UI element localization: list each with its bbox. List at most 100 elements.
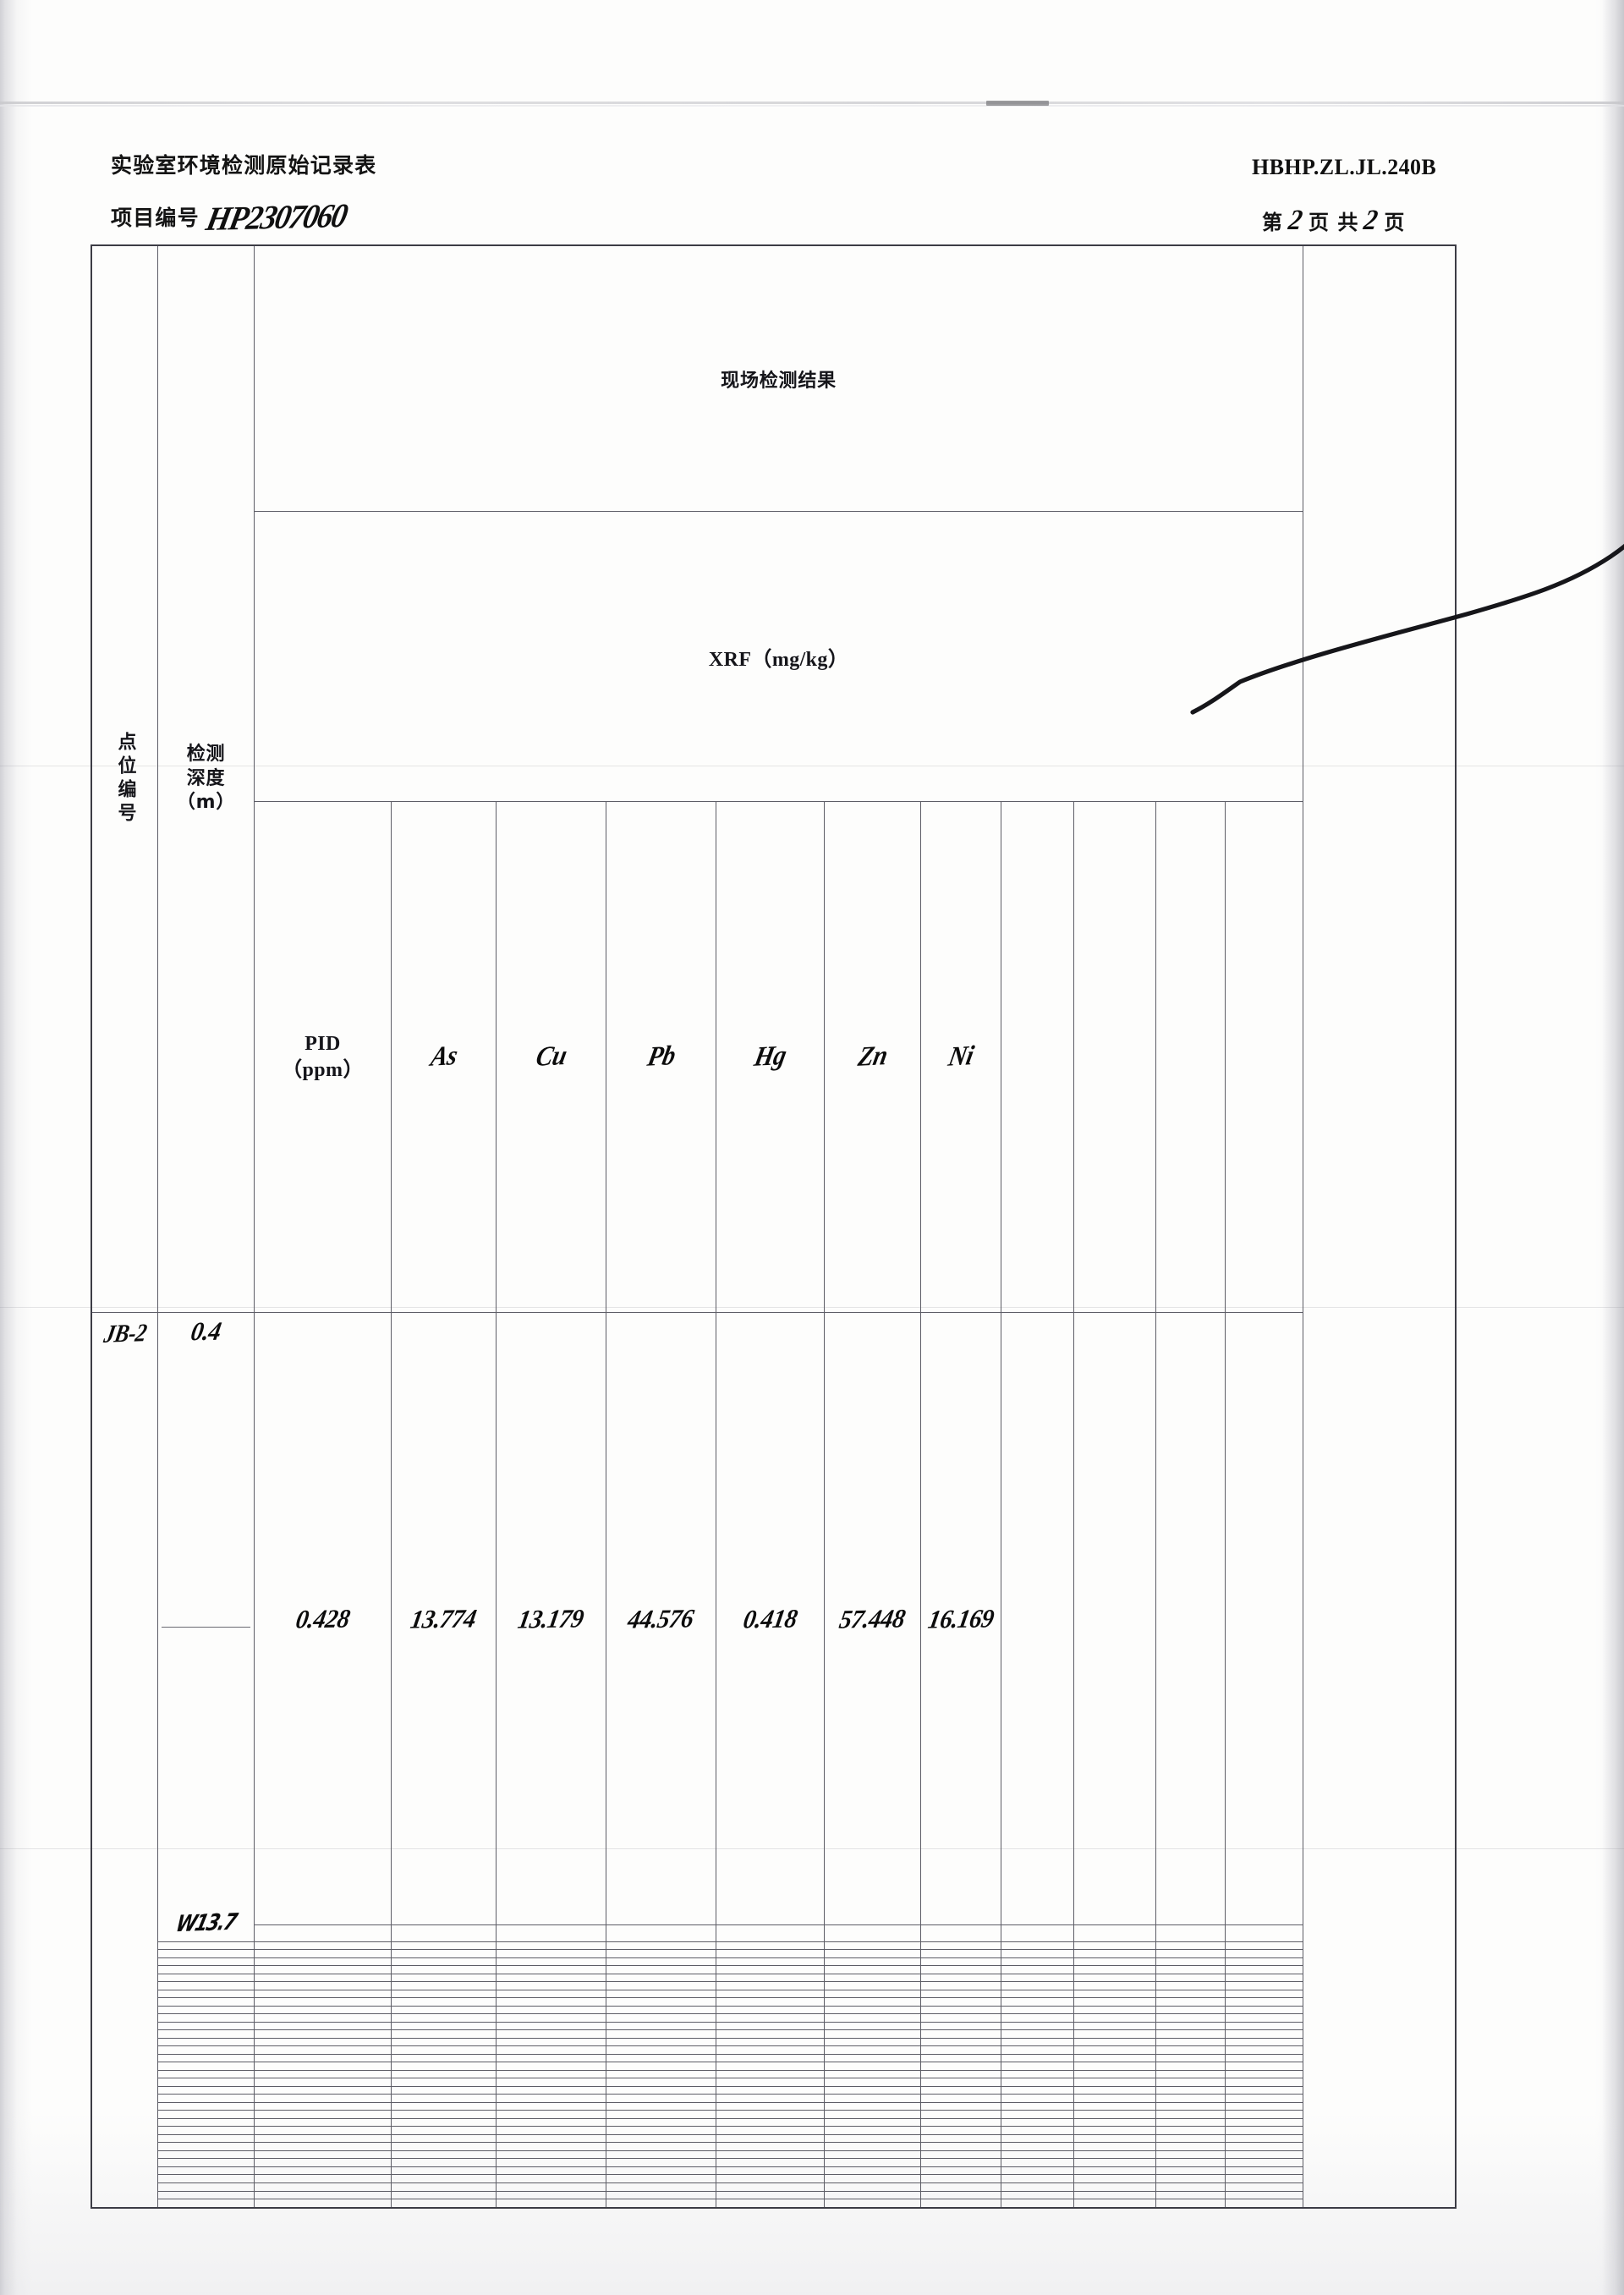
- cell-empty[interactable]: [391, 2150, 497, 2160]
- cell-empty[interactable]: [254, 1973, 392, 1983]
- cell-empty[interactable]: [716, 2094, 825, 2103]
- cell-empty[interactable]: [496, 1957, 606, 1967]
- cell-empty[interactable]: [1155, 2199, 1226, 2208]
- cell-empty[interactable]: [496, 2190, 606, 2199]
- cell-empty[interactable]: [716, 1941, 825, 1951]
- cell-empty[interactable]: [157, 2062, 255, 2071]
- cell-empty[interactable]: [920, 1981, 1001, 1990]
- cell-empty[interactable]: [1001, 2142, 1074, 2151]
- cell-empty[interactable]: [1155, 2094, 1226, 2103]
- cell-empty[interactable]: [716, 2045, 825, 2055]
- cell-pb[interactable]: 44.576: [606, 1312, 716, 1925]
- cell-empty[interactable]: [920, 2158, 1001, 2167]
- cell-empty[interactable]: [1073, 2094, 1156, 2103]
- cell-empty[interactable]: [920, 1973, 1001, 1983]
- cell-empty[interactable]: [157, 2053, 255, 2063]
- cell-empty[interactable]: [1224, 2166, 1304, 2176]
- cell-empty[interactable]: [1073, 2182, 1156, 2192]
- cell-empty[interactable]: [824, 2013, 921, 2023]
- cell-empty[interactable]: [391, 1941, 497, 1951]
- cell-empty[interactable]: [1001, 1965, 1074, 1974]
- cell-empty[interactable]: [157, 1965, 255, 1974]
- cell-empty[interactable]: [606, 2029, 716, 2039]
- cell-empty[interactable]: [920, 2037, 1001, 2047]
- cell-empty[interactable]: [254, 2062, 392, 2071]
- cell-empty[interactable]: [157, 2174, 255, 2183]
- cell-empty[interactable]: [1001, 1957, 1074, 1967]
- cell-empty[interactable]: [824, 1941, 921, 1951]
- cell-empty[interactable]: [391, 2062, 497, 2071]
- cell-empty[interactable]: [254, 2117, 392, 2128]
- cell-empty[interactable]: [920, 1965, 1001, 1974]
- cell-empty[interactable]: [606, 1957, 716, 1967]
- cell-empty[interactable]: [1155, 2013, 1226, 2023]
- cell-empty[interactable]: [606, 1949, 716, 1958]
- cell-empty[interactable]: [157, 2029, 255, 2039]
- cell-empty[interactable]: [824, 2199, 921, 2208]
- cell-empty[interactable]: [496, 2199, 606, 2208]
- cell-empty[interactable]: [157, 2182, 255, 2192]
- cell-empty[interactable]: [391, 2190, 497, 2199]
- cell-empty[interactable]: [606, 2126, 716, 2135]
- cell-empty[interactable]: [920, 2029, 1001, 2039]
- cell-empty[interactable]: [824, 2142, 921, 2151]
- cell-empty[interactable]: [157, 2045, 255, 2055]
- cell-empty[interactable]: [920, 2110, 1001, 2119]
- cell-empty[interactable]: [920, 2126, 1001, 2135]
- cell-empty[interactable]: [920, 2117, 1001, 2128]
- cell-zn[interactable]: 57.448: [824, 1312, 921, 1925]
- cell-empty[interactable]: [1224, 1957, 1304, 1967]
- cell-empty[interactable]: [1224, 2174, 1304, 2183]
- cell-empty[interactable]: [1224, 1997, 1304, 2007]
- cell-empty[interactable]: [496, 1949, 606, 1958]
- cell-empty[interactable]: [391, 2013, 497, 2023]
- cell-empty[interactable]: [157, 2110, 255, 2119]
- cell-empty[interactable]: [716, 2174, 825, 2183]
- cell-empty[interactable]: [254, 2133, 392, 2144]
- cell-empty[interactable]: [824, 1924, 921, 1942]
- cell-empty[interactable]: [824, 2117, 921, 2128]
- cell-empty[interactable]: [606, 2158, 716, 2167]
- cell-empty[interactable]: [606, 2021, 716, 2031]
- cell-blank-4[interactable]: [1224, 1312, 1304, 1925]
- cell-empty[interactable]: [1224, 2013, 1304, 2023]
- cell-empty[interactable]: [824, 2150, 921, 2160]
- cell-empty[interactable]: [496, 2133, 606, 2144]
- cell-empty[interactable]: [157, 1997, 255, 2007]
- cell-empty[interactable]: [1155, 2053, 1226, 2063]
- cell-empty[interactable]: [1155, 2158, 1226, 2167]
- cell-empty[interactable]: [1073, 1924, 1156, 1942]
- cell-pid[interactable]: 0.428: [254, 1312, 392, 1925]
- cell-empty[interactable]: [920, 2142, 1001, 2151]
- cell-empty[interactable]: [606, 2078, 716, 2087]
- cell-empty[interactable]: [1001, 2005, 1074, 2015]
- cell-empty[interactable]: [1073, 2053, 1156, 2063]
- cell-empty[interactable]: [824, 2021, 921, 2031]
- cell-blank-1[interactable]: [1001, 1312, 1074, 1925]
- cell-empty[interactable]: [1155, 1973, 1226, 1983]
- cell-empty[interactable]: [824, 1957, 921, 1967]
- cell-empty[interactable]: [1155, 2174, 1226, 2183]
- cell-empty[interactable]: [1001, 2117, 1074, 2128]
- cell-empty[interactable]: [1224, 2037, 1304, 2047]
- cell-empty[interactable]: [1155, 1924, 1226, 1942]
- cell-empty[interactable]: [1001, 2094, 1074, 2103]
- cell-empty[interactable]: [1224, 2182, 1304, 2192]
- cell-empty[interactable]: [157, 1973, 255, 1983]
- cell-empty[interactable]: [391, 1989, 497, 1999]
- cell-empty[interactable]: [824, 2190, 921, 2199]
- cell-empty[interactable]: [606, 2117, 716, 2128]
- cell-empty[interactable]: [254, 2078, 392, 2087]
- cell-empty[interactable]: [920, 2062, 1001, 2071]
- cell-empty[interactable]: [1073, 1973, 1156, 1983]
- cell-empty[interactable]: [157, 1981, 255, 1990]
- cell-empty[interactable]: [496, 1973, 606, 1983]
- cell-empty[interactable]: [1224, 2133, 1304, 2144]
- cell-empty[interactable]: [1001, 2150, 1074, 2160]
- cell-empty[interactable]: [496, 2021, 606, 2031]
- cell-empty[interactable]: [716, 1997, 825, 2007]
- cell-empty[interactable]: [1001, 2190, 1074, 2199]
- cell-empty[interactable]: [157, 2150, 255, 2160]
- cell-empty[interactable]: [606, 2174, 716, 2183]
- cell-empty[interactable]: [254, 2166, 392, 2176]
